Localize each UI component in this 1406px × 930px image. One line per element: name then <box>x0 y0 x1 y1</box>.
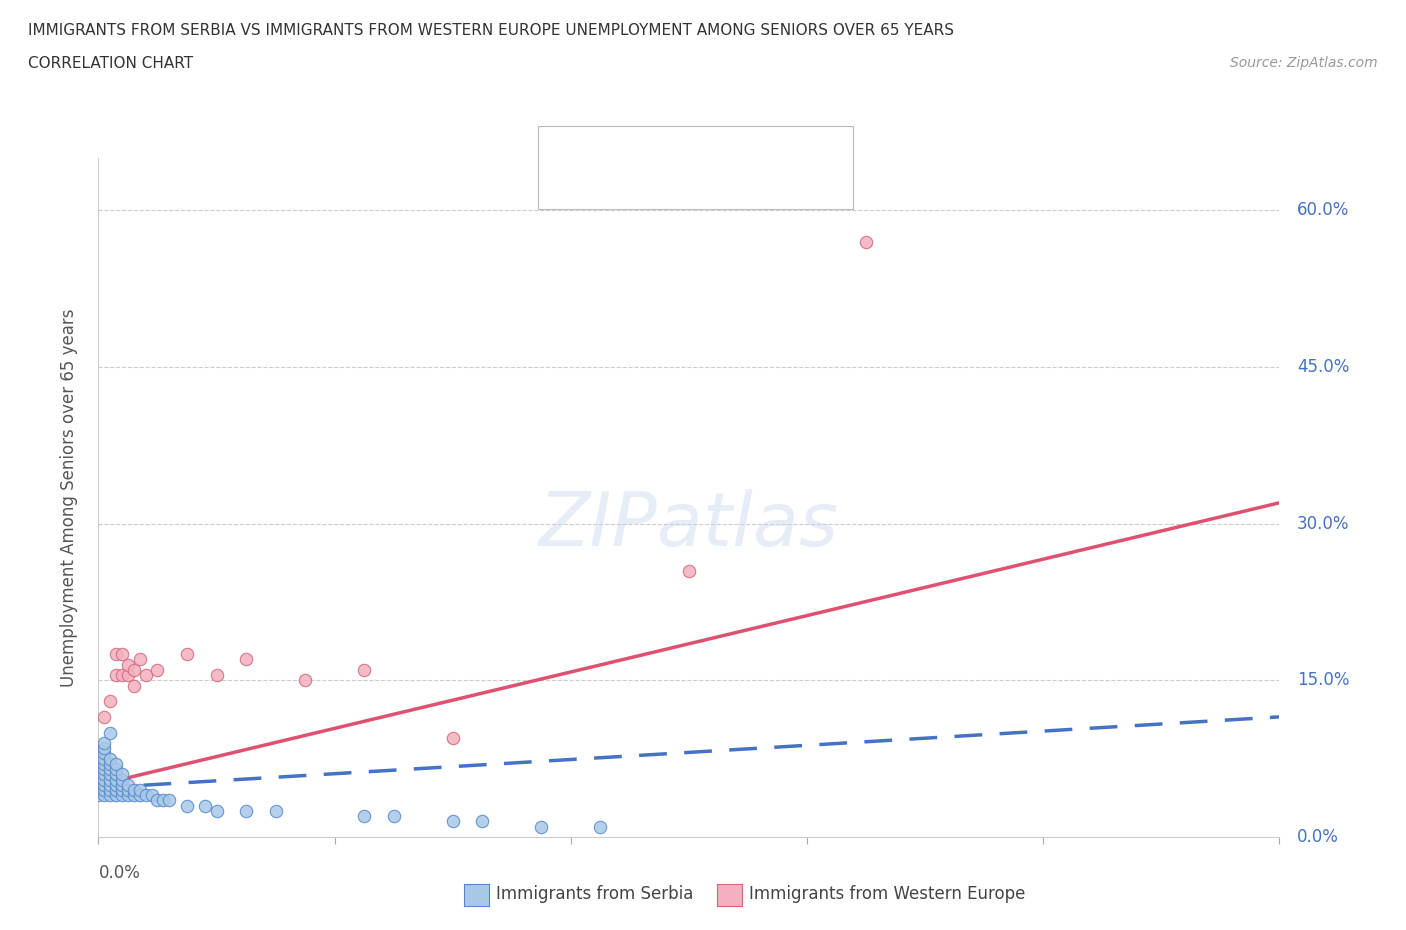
Point <box>93 746 115 761</box>
Point <box>105 767 128 782</box>
Point <box>93 777 115 792</box>
Point <box>152 793 174 808</box>
Point <box>128 788 150 803</box>
Point <box>176 646 198 661</box>
Text: 45.0%: 45.0% <box>1298 358 1350 376</box>
Point <box>111 646 134 661</box>
Text: R = 0.532   N = 21: R = 0.532 N = 21 <box>583 172 754 191</box>
Point <box>117 777 139 792</box>
Point <box>105 668 128 683</box>
Text: R = 0.135   N = 61: R = 0.135 N = 61 <box>583 138 754 156</box>
Text: 30.0%: 30.0% <box>1298 514 1350 533</box>
Point <box>93 736 115 751</box>
Point <box>141 788 163 803</box>
Point <box>264 804 287 818</box>
Point <box>530 819 553 834</box>
Point <box>117 658 139 672</box>
Point <box>111 772 134 787</box>
Point <box>135 788 157 803</box>
Point <box>128 652 150 667</box>
Point <box>294 673 316 688</box>
Point <box>441 814 464 829</box>
Point <box>589 819 612 834</box>
Point <box>105 646 128 661</box>
Point <box>87 777 110 792</box>
Point <box>87 788 110 803</box>
Point <box>855 234 877 249</box>
Point <box>98 762 121 777</box>
Point <box>117 782 139 797</box>
Point <box>235 804 257 818</box>
Point <box>122 788 145 803</box>
Point <box>146 793 169 808</box>
Point <box>353 662 375 677</box>
Point <box>135 668 157 683</box>
Point <box>87 767 110 782</box>
Point <box>98 782 121 797</box>
Point <box>93 788 115 803</box>
Point <box>87 762 110 777</box>
Point <box>93 762 115 777</box>
Point <box>122 782 145 797</box>
Text: Immigrants from Serbia: Immigrants from Serbia <box>496 884 693 903</box>
Point <box>205 804 228 818</box>
Point <box>678 564 700 578</box>
Point <box>382 809 405 824</box>
Point <box>205 668 228 683</box>
Point <box>117 668 139 683</box>
Point <box>93 782 115 797</box>
Text: 0.0%: 0.0% <box>1298 828 1339 846</box>
Point <box>353 809 375 824</box>
Point <box>111 767 134 782</box>
Point <box>98 756 121 771</box>
Point <box>105 788 128 803</box>
Point <box>105 782 128 797</box>
Point <box>93 772 115 787</box>
Point <box>122 678 145 693</box>
Point <box>105 762 128 777</box>
Point <box>87 782 110 797</box>
Point <box>111 668 134 683</box>
Point <box>176 798 198 813</box>
Text: 0.0%: 0.0% <box>98 864 141 883</box>
Point <box>98 725 121 740</box>
Point <box>98 694 121 709</box>
Text: 15.0%: 15.0% <box>1298 671 1350 689</box>
Point <box>194 798 217 813</box>
Point <box>93 710 115 724</box>
Y-axis label: Unemployment Among Seniors over 65 years: Unemployment Among Seniors over 65 years <box>59 309 77 686</box>
Point <box>111 777 134 792</box>
Point <box>111 782 134 797</box>
Text: IMMIGRANTS FROM SERBIA VS IMMIGRANTS FROM WESTERN EUROPE UNEMPLOYMENT AMONG SENI: IMMIGRANTS FROM SERBIA VS IMMIGRANTS FRO… <box>28 23 955 38</box>
Text: ZIPatlas: ZIPatlas <box>538 488 839 561</box>
Point <box>235 652 257 667</box>
Point <box>98 751 121 766</box>
Point <box>98 788 121 803</box>
Point <box>93 751 115 766</box>
Point <box>93 767 115 782</box>
Point <box>105 772 128 787</box>
Point <box>441 730 464 745</box>
Point <box>105 756 128 771</box>
Point <box>98 777 121 792</box>
Text: Source: ZipAtlas.com: Source: ZipAtlas.com <box>1230 56 1378 70</box>
Text: 60.0%: 60.0% <box>1298 201 1350 219</box>
Point <box>93 756 115 771</box>
Point <box>128 782 150 797</box>
Point <box>87 772 110 787</box>
Point <box>146 662 169 677</box>
Point <box>471 814 494 829</box>
Point <box>98 767 121 782</box>
Text: Immigrants from Western Europe: Immigrants from Western Europe <box>749 884 1026 903</box>
Point <box>117 788 139 803</box>
Point <box>98 772 121 787</box>
Text: CORRELATION CHART: CORRELATION CHART <box>28 56 193 71</box>
Point <box>93 741 115 756</box>
Point <box>122 662 145 677</box>
Point <box>157 793 180 808</box>
Point <box>111 788 134 803</box>
Point <box>105 777 128 792</box>
